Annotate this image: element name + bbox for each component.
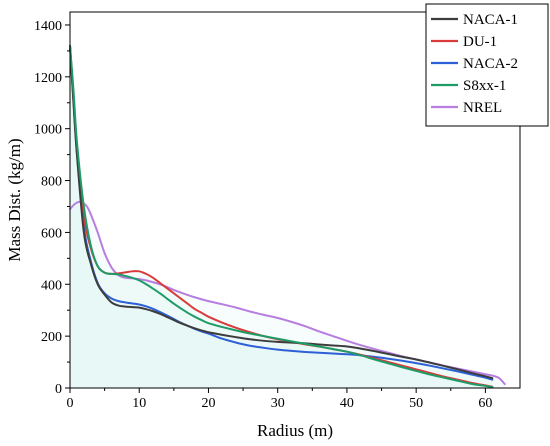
series-line-naca-1 xyxy=(69,44,494,380)
y-tick-label: 0 xyxy=(55,382,62,397)
y-axis-label: Mass Dist. (kg/m) xyxy=(5,138,24,261)
y-tick-label: 800 xyxy=(41,175,62,190)
legend-label: NACA-1 xyxy=(463,12,518,28)
x-tick-label: 10 xyxy=(132,396,146,411)
x-axis-label: Radius (m) xyxy=(257,421,333,440)
y-tick-label: 600 xyxy=(41,226,62,241)
x-tick-label: 0 xyxy=(67,396,74,411)
x-tick-label: 50 xyxy=(409,396,423,411)
legend-label: S8xx-1 xyxy=(463,78,506,94)
series-fill xyxy=(70,45,493,389)
legend-label: DU-1 xyxy=(463,34,497,50)
y-tick-label: 1000 xyxy=(34,123,62,138)
plot-frame xyxy=(69,11,521,389)
y-axis: 0 200 400 600 800 1000 1200 1400 xyxy=(34,19,70,397)
series-fill xyxy=(70,201,505,388)
x-tick-label: 30 xyxy=(271,396,285,411)
y-tick-label: 400 xyxy=(41,278,62,293)
legend-label: NACA-2 xyxy=(463,56,518,72)
y-tick-label: 1400 xyxy=(34,19,62,34)
y-tick-label: 200 xyxy=(41,330,62,345)
series-line-s8xx-1 xyxy=(69,44,494,388)
x-tick-label: 20 xyxy=(201,396,215,411)
x-tick-label: 40 xyxy=(340,396,354,411)
series-fill xyxy=(70,45,493,389)
plot-lines xyxy=(69,44,506,388)
plot-fills xyxy=(70,45,505,389)
legend-box xyxy=(425,3,549,127)
legend: NACA-1 DU-1 NACA-2 S8xx-1 NREL xyxy=(425,3,549,127)
legend-label: NREL xyxy=(463,100,502,116)
series-fill xyxy=(70,45,493,389)
series-fill xyxy=(70,45,493,389)
x-tick-label: 60 xyxy=(478,396,492,411)
series-line-naca-2 xyxy=(69,44,494,381)
x-axis: 0 10 20 30 40 50 60 xyxy=(67,388,492,411)
y-tick-label: 1200 xyxy=(34,71,62,86)
